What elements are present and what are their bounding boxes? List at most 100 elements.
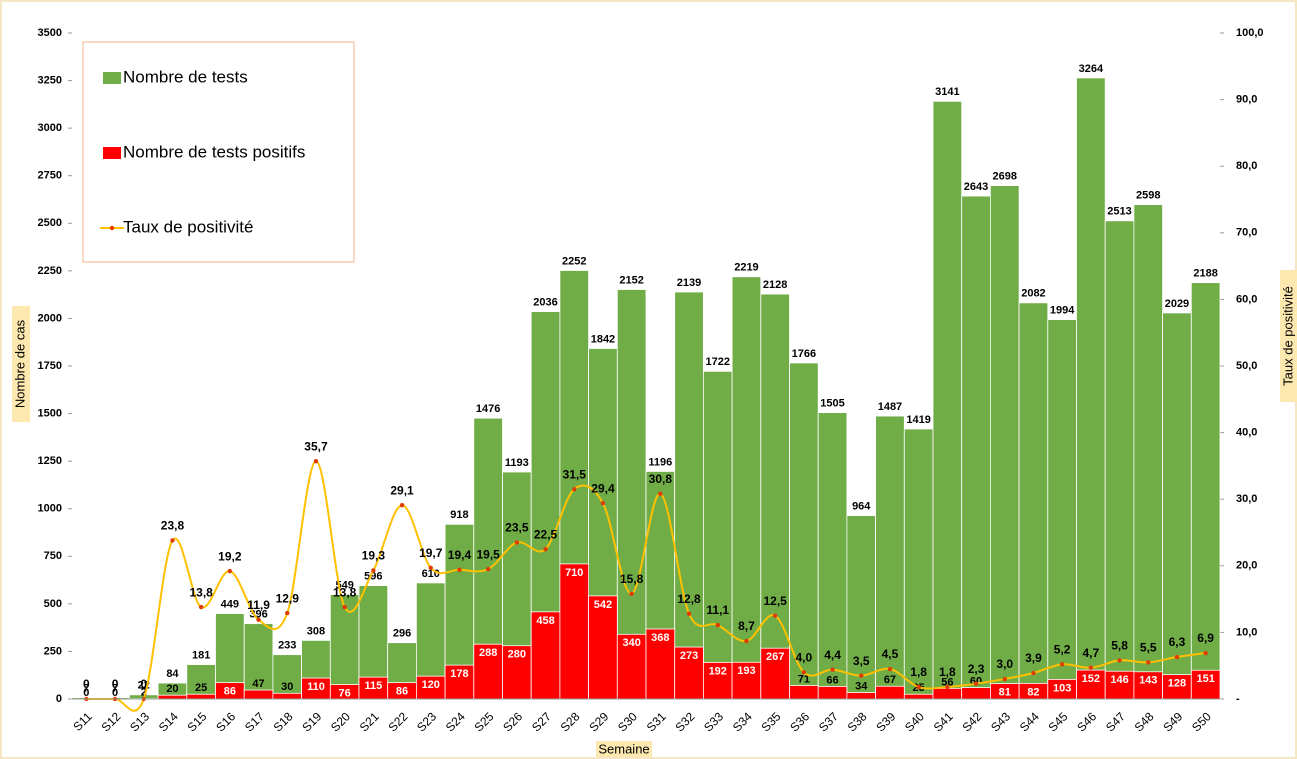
- bar-label: 86: [396, 686, 408, 698]
- bar-label: 1722: [706, 356, 730, 368]
- bar: [875, 685, 905, 700]
- bar-label: 458: [536, 615, 554, 627]
- bar: [616, 633, 647, 700]
- rate-label: 11,1: [706, 603, 729, 617]
- bar-label: 34: [855, 680, 868, 692]
- rate-point: [1059, 662, 1065, 667]
- bar-label: 2082: [1021, 288, 1045, 300]
- bar-label: 2029: [1165, 298, 1189, 310]
- rate-label: 23,5: [505, 521, 529, 535]
- rate-label: 5,2: [1054, 643, 1071, 657]
- rate-label: 11,9: [247, 598, 270, 612]
- rate-point: [1088, 665, 1094, 670]
- bar: [157, 694, 188, 700]
- y-tick-label: 2250: [38, 265, 62, 277]
- y2-tick-label: 20,0: [1236, 560, 1257, 572]
- bar: [1133, 204, 1164, 700]
- rate-label: 29,4: [591, 481, 615, 495]
- bar-label: 2: [141, 687, 147, 699]
- bar-label: 152: [1082, 673, 1100, 685]
- rate-point: [772, 613, 778, 618]
- bar: [846, 515, 877, 700]
- bar-label: 71: [798, 673, 810, 685]
- y2-tick-label: 60,0: [1236, 293, 1257, 305]
- y2-tick-label: 40,0: [1236, 427, 1257, 439]
- bar-label: 308: [307, 625, 325, 637]
- rate-label: 0: [112, 677, 119, 691]
- rate-point: [916, 684, 921, 690]
- bar: [1076, 77, 1106, 700]
- rate-point: [830, 667, 835, 672]
- y2-label-bg: [1280, 270, 1297, 402]
- y-tick-label: 2000: [38, 312, 62, 324]
- legend-label: Nombre de tests positifs: [123, 142, 305, 161]
- bar: [1162, 674, 1192, 700]
- rate-label: 4,4: [824, 648, 841, 662]
- rate-label: 3,9: [1025, 651, 1042, 665]
- rate-label: 30,8: [649, 472, 673, 486]
- y-label-bg: [12, 306, 30, 422]
- rate-point: [543, 546, 548, 552]
- rate-label: 2,3: [968, 662, 985, 676]
- bar: [1104, 670, 1135, 700]
- bar-label: 964: [852, 500, 871, 512]
- bar: [731, 661, 762, 700]
- y2-axis-label: Taux de positivité: [1280, 286, 1295, 386]
- bar-label: 103: [1053, 682, 1071, 694]
- rate-point: [1174, 654, 1180, 660]
- bar-label: 396: [249, 609, 267, 621]
- bar-label: 7: [112, 683, 118, 695]
- bar-label: 151: [1196, 673, 1214, 685]
- bar-label: 296: [393, 628, 411, 640]
- bar: [932, 100, 963, 700]
- rate-point: [342, 604, 347, 610]
- bar-label: 288: [479, 647, 497, 659]
- y-tick-label: 500: [44, 598, 62, 610]
- bar: [961, 195, 991, 700]
- legend-label: Nombre de tests: [123, 67, 248, 86]
- bar: [186, 693, 216, 700]
- bar: [961, 687, 991, 700]
- bar-label: 30: [281, 681, 293, 693]
- rate-label: 29,1: [390, 483, 414, 497]
- y-tick-label: 1500: [38, 407, 62, 419]
- rate-point: [629, 591, 634, 596]
- bar: [1162, 312, 1192, 700]
- bar-label: 2128: [763, 279, 787, 291]
- rate-point: [744, 638, 749, 644]
- x-label-bg: [596, 741, 652, 757]
- y-tick-label: 3500: [38, 27, 62, 39]
- rate-point: [686, 611, 692, 616]
- bar-label: 143: [1139, 675, 1157, 687]
- bar: [645, 628, 676, 700]
- bar-label: 267: [766, 651, 784, 663]
- bar: [1018, 302, 1049, 700]
- bar: [846, 692, 877, 700]
- rate-label: 23,8: [161, 519, 185, 533]
- bar-label: 86: [224, 686, 236, 698]
- bar-label: 1476: [476, 403, 500, 415]
- y-tick-label: 3250: [38, 74, 62, 86]
- bar-label: 1505: [820, 398, 844, 410]
- y-axis-label: Nombre de cas: [12, 319, 27, 408]
- bar: [932, 687, 963, 700]
- y-tick-label: 2500: [38, 217, 62, 229]
- bar-label: 0: [83, 687, 89, 699]
- rate-label: 12,5: [763, 594, 787, 608]
- bar-label: 128: [1168, 678, 1186, 690]
- bar-label: 0: [112, 687, 118, 699]
- rate-label: 22,5: [534, 527, 558, 541]
- rate-point: [457, 567, 462, 572]
- bar: [588, 595, 618, 700]
- bar-label: 146: [1110, 674, 1128, 686]
- bar-label: 1193: [505, 457, 529, 469]
- rate-point: [1203, 650, 1208, 656]
- bar-label: 2513: [1107, 206, 1131, 218]
- bar-label: 193: [737, 665, 755, 677]
- bar-label: 178: [450, 668, 468, 680]
- rate-point: [1002, 676, 1007, 682]
- bar-label: 1419: [906, 414, 930, 426]
- y-tick-label: 1750: [38, 360, 62, 372]
- bar: [817, 686, 848, 700]
